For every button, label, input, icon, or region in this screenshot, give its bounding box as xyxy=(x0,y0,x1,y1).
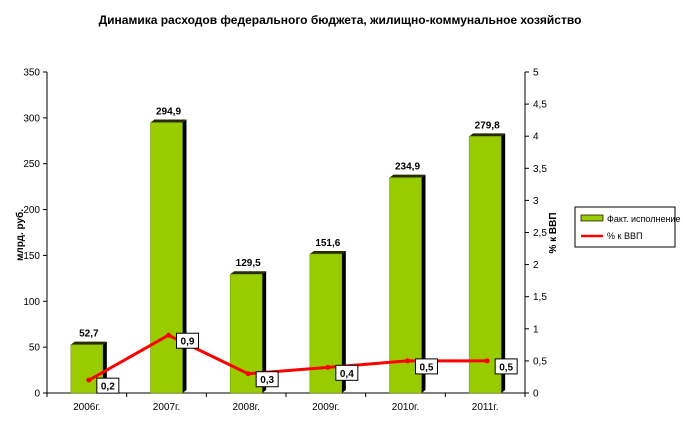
y-left-tick-label: 250 xyxy=(23,159,40,170)
x-tick-label: 2007г. xyxy=(153,402,180,413)
line-point xyxy=(166,332,171,338)
y-right-tick-label: 4,5 xyxy=(533,100,547,111)
line-point xyxy=(86,377,92,383)
y-left-tick-label: 300 xyxy=(23,113,40,124)
bar-top xyxy=(389,174,426,178)
line-value-box xyxy=(255,371,279,388)
y-right-tick-label: 3,5 xyxy=(533,164,547,175)
line-value-label: 0,9 xyxy=(181,337,195,348)
y-right-tick-label: 2,5 xyxy=(533,228,547,239)
y-axis-left-label: млрд. руб. xyxy=(14,209,26,261)
y-right-tick-label: 1,5 xyxy=(533,292,547,303)
bar-value-label: 279,8 xyxy=(475,120,500,131)
line-value-label: 0,5 xyxy=(420,362,434,373)
y-left-tick-label: 50 xyxy=(29,343,41,354)
legend: Факт. исполнение % к ВВП xyxy=(574,206,680,248)
line-value-label: 0,3 xyxy=(260,375,274,386)
bar-top xyxy=(309,250,346,254)
bar-top xyxy=(230,271,267,275)
y-right-tick-label: 1 xyxy=(533,324,539,335)
line-point xyxy=(245,371,251,377)
legend-bar-label: Факт. исполнение xyxy=(607,214,680,224)
y-right-tick-label: 5 xyxy=(533,68,539,79)
x-tick-label: 2008г. xyxy=(232,402,259,413)
legend-box xyxy=(574,206,676,248)
bar-value-label: 52,7 xyxy=(79,329,99,340)
line-value-box xyxy=(176,332,199,349)
bar-side xyxy=(421,174,426,393)
line-point xyxy=(484,358,490,364)
bar-side xyxy=(182,119,187,393)
line-value-box xyxy=(335,364,359,381)
bar-value-label: 151,6 xyxy=(315,238,340,249)
chart-title: Динамика расходов федерального бюджета, … xyxy=(99,13,582,27)
y-left-tick-label: 350 xyxy=(23,68,40,79)
x-tick-label: 2010г. xyxy=(392,402,419,413)
line-value-label: 0,5 xyxy=(499,362,513,373)
bar-top xyxy=(70,341,107,345)
line-value-label: 0,2 xyxy=(101,382,115,393)
line-value-box xyxy=(494,358,518,375)
bar xyxy=(468,133,506,394)
y-left-tick-label: 0 xyxy=(34,389,40,400)
bar-front xyxy=(468,136,502,394)
bar-side xyxy=(262,271,267,393)
legend-bar-swatch xyxy=(580,214,604,222)
bar-value-label: 234,9 xyxy=(395,162,420,173)
legend-line-label: % к ВВП xyxy=(607,231,642,241)
bar-value-label: 294,9 xyxy=(156,107,181,118)
bar-top xyxy=(469,133,506,137)
bar-side xyxy=(501,133,506,393)
line-value-box xyxy=(415,358,438,375)
bar-front xyxy=(389,177,422,394)
y-left-tick-label: 200 xyxy=(23,205,40,216)
line-value-box xyxy=(96,377,120,394)
x-tick-label: 2011г. xyxy=(472,402,499,413)
bar-front xyxy=(150,122,183,394)
y-right-tick-label: 0 xyxy=(533,389,539,400)
x-tick-label: 2006г. xyxy=(73,402,100,413)
x-tick-label: 2009г. xyxy=(312,402,339,413)
bar-side xyxy=(341,250,346,393)
y-right-tick-label: 4 xyxy=(533,132,539,143)
y-right-tick-label: 3 xyxy=(533,196,539,207)
y-left-tick-label: 150 xyxy=(23,251,40,262)
bar-value-label: 129,5 xyxy=(236,258,261,269)
line-point xyxy=(405,358,410,364)
bar xyxy=(150,119,187,394)
bar-top xyxy=(150,119,187,123)
y-axis-right-label: % к ВВП xyxy=(548,212,559,253)
line-value-label: 0,4 xyxy=(340,369,354,380)
bar xyxy=(389,174,426,394)
y-right-tick-label: 0,5 xyxy=(533,356,547,367)
y-right-tick-label: 2 xyxy=(533,260,539,271)
y-left-tick-label: 100 xyxy=(23,297,40,308)
line-point xyxy=(325,364,331,370)
